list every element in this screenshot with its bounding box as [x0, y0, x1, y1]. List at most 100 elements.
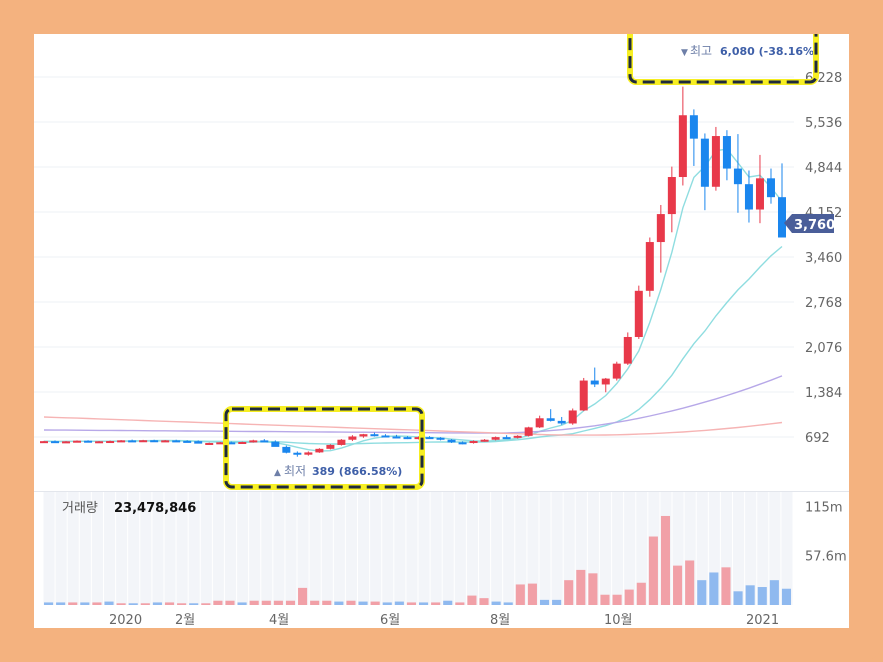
volume-bar — [781, 588, 791, 605]
price-tick-label: 4,844 — [805, 161, 842, 176]
volume-bar — [769, 580, 779, 605]
current-price-tag-shape — [784, 214, 834, 233]
candle-body — [271, 441, 280, 447]
high-highlight-box — [627, 19, 819, 85]
candle-body — [568, 410, 577, 424]
stock-chart[interactable]: 6921,3842,0762,7683,4604,1524,8445,5366,… — [34, 19, 849, 628]
volume-column-bg — [261, 492, 273, 605]
candle-body — [612, 363, 621, 379]
candle-body — [700, 138, 709, 187]
volume-bar — [564, 580, 574, 605]
volume-bar — [636, 582, 646, 605]
volume-column-bg — [249, 492, 261, 605]
volume-column-bg — [200, 492, 212, 605]
volume-column-bg — [55, 492, 67, 605]
volume-column-bg — [91, 492, 103, 605]
volume-column-bg — [478, 492, 491, 605]
date-tick-label: 10월 — [604, 613, 633, 628]
low-highlight-box-inner — [224, 407, 424, 489]
volume-tick-label: 57.6m — [805, 550, 847, 565]
date-tick-label: 8월 — [490, 613, 510, 628]
volume-bar — [249, 600, 259, 605]
candle-body — [623, 336, 632, 364]
volume-bar — [576, 569, 586, 605]
candle-body — [689, 115, 698, 139]
volume-column-bg — [164, 492, 176, 605]
candle-body — [260, 440, 269, 443]
candle-body — [722, 136, 731, 169]
candle-body — [293, 452, 302, 455]
volume-bar — [419, 602, 429, 605]
volume-axis: 115m 57.6m — [805, 501, 847, 565]
high-annotation: ▼ 최고 6,080 (-38.16%) — [681, 44, 819, 58]
candle-body — [392, 436, 401, 439]
high-highlight-box-inner — [628, 20, 818, 84]
price-tick-label: 5,536 — [805, 116, 842, 131]
candle-body — [766, 178, 775, 198]
volume-bar — [382, 602, 392, 605]
candle-body — [590, 380, 599, 385]
volume-bar — [394, 601, 404, 605]
volume-bar — [273, 600, 283, 605]
volume-bar — [431, 602, 441, 605]
date-axis: 2020 2월 4월 6월 8월 10월 2021 — [109, 613, 779, 628]
date-tick-label: 2월 — [175, 613, 195, 628]
candle-body — [436, 437, 445, 440]
volume-bar — [648, 536, 658, 605]
high-value: 6,080 (-38.16%) — [720, 45, 819, 58]
candle-body — [480, 439, 489, 442]
volume-column-bg — [152, 492, 164, 605]
volume-column-bg — [491, 492, 503, 605]
low-annotation: ▲ 최저 389 (866.58%) — [274, 464, 402, 478]
high-marker: ▼ — [681, 48, 688, 58]
volume-bar — [406, 602, 416, 605]
candle-body — [51, 441, 60, 444]
candle-body — [601, 378, 610, 385]
volume-column-bg — [515, 492, 527, 605]
volume-column-bg — [539, 492, 551, 605]
volume-column-bg — [176, 492, 188, 605]
candle-body — [535, 418, 544, 428]
volume-column-bg — [128, 492, 140, 605]
volume-column-bg — [442, 492, 454, 605]
volume-column-bg — [273, 492, 285, 605]
candle-body — [84, 440, 93, 443]
volume-column-bg — [67, 492, 79, 605]
volume-bar — [189, 603, 199, 605]
ma-xlong-line — [43, 416, 783, 436]
volume-column-bg — [745, 492, 757, 605]
volume-column-bg — [575, 492, 587, 605]
volume-bar — [310, 600, 320, 605]
volume-column-bg — [212, 492, 224, 605]
candle-body — [502, 437, 511, 440]
volume-bar — [467, 595, 477, 605]
volume-column-bg — [708, 492, 720, 605]
volume-bar — [660, 515, 671, 605]
volume-panel-divider — [34, 491, 849, 492]
price-tick-label: 692 — [805, 431, 830, 446]
volume-column-bg — [224, 492, 237, 605]
volume-bar — [697, 580, 707, 605]
volume-bar — [503, 602, 513, 605]
date-tick-label: 2021 — [746, 613, 779, 628]
date-tick-label: 2020 — [109, 613, 142, 628]
volume-column-bg — [309, 492, 321, 605]
date-tick-label: 6월 — [380, 613, 400, 628]
volume-column-bg — [587, 492, 599, 605]
volume-bar — [164, 602, 175, 605]
volume-column-bg — [79, 492, 91, 605]
candle-body — [62, 441, 71, 444]
volume-column-bg — [297, 492, 309, 605]
volume-column-bg — [696, 492, 708, 605]
volume-column-bg — [563, 492, 575, 605]
volume-column-bg — [599, 492, 612, 605]
volume-bar — [334, 601, 344, 605]
volume-column-bg — [624, 492, 636, 605]
volume-bar — [370, 601, 380, 605]
volume-column-bg — [684, 492, 696, 605]
volume-column-bg — [116, 492, 128, 605]
volume-column-bg — [612, 492, 624, 605]
volume-column-bg — [188, 492, 200, 605]
candle-body — [117, 440, 126, 443]
candle-body — [348, 436, 357, 440]
